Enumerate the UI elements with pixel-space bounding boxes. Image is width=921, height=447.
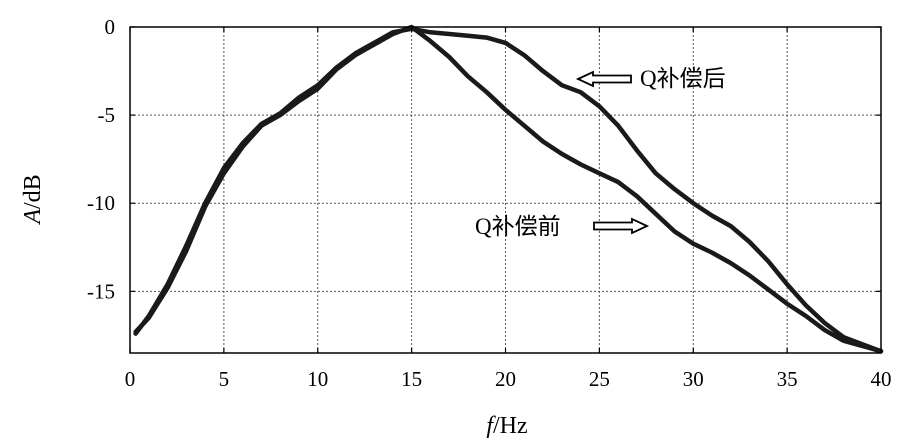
y-tick-label: -15: [87, 279, 115, 303]
x-tick-label: 40: [871, 367, 892, 391]
x-tick-label: 30: [683, 367, 704, 391]
annotation-before-label: Q补偿前: [475, 214, 561, 239]
y-axis-label-italic: A: [20, 209, 46, 226]
annotation-after-label: Q补偿后: [640, 66, 726, 91]
x-axis-label: f/Hz: [486, 413, 527, 439]
x-tick-label: 15: [401, 367, 422, 391]
grid: [130, 27, 881, 353]
x-axis-label-italic: f: [486, 413, 496, 439]
x-tick-label: 25: [589, 367, 610, 391]
x-tick-label: 35: [777, 367, 798, 391]
series-line-before: [133, 24, 884, 354]
annotation-before: Q补偿前: [475, 214, 650, 239]
x-axis-label-rest: /Hz: [493, 413, 528, 439]
x-tick-label: 20: [495, 367, 516, 391]
series-line-after: [133, 26, 884, 354]
x-tick-label: 5: [219, 367, 230, 391]
series-layer: [133, 24, 884, 354]
left-arrow-icon: [575, 70, 632, 88]
right-arrow-icon: [593, 217, 650, 235]
y-tick-label: -5: [98, 103, 116, 127]
y-tick-label: 0: [105, 15, 116, 39]
x-tick-label: 0: [125, 367, 136, 391]
ticks: 0 5 10 15 20 25 30 35 40 0 -5 -10 -15: [87, 15, 892, 391]
x-tick-label: 10: [307, 367, 328, 391]
y-axis-label-rest: /dB: [20, 174, 46, 209]
annotation-after: Q补偿后: [575, 66, 726, 91]
y-axis-label: A/dB: [20, 174, 46, 225]
y-tick-label: -10: [87, 191, 115, 215]
